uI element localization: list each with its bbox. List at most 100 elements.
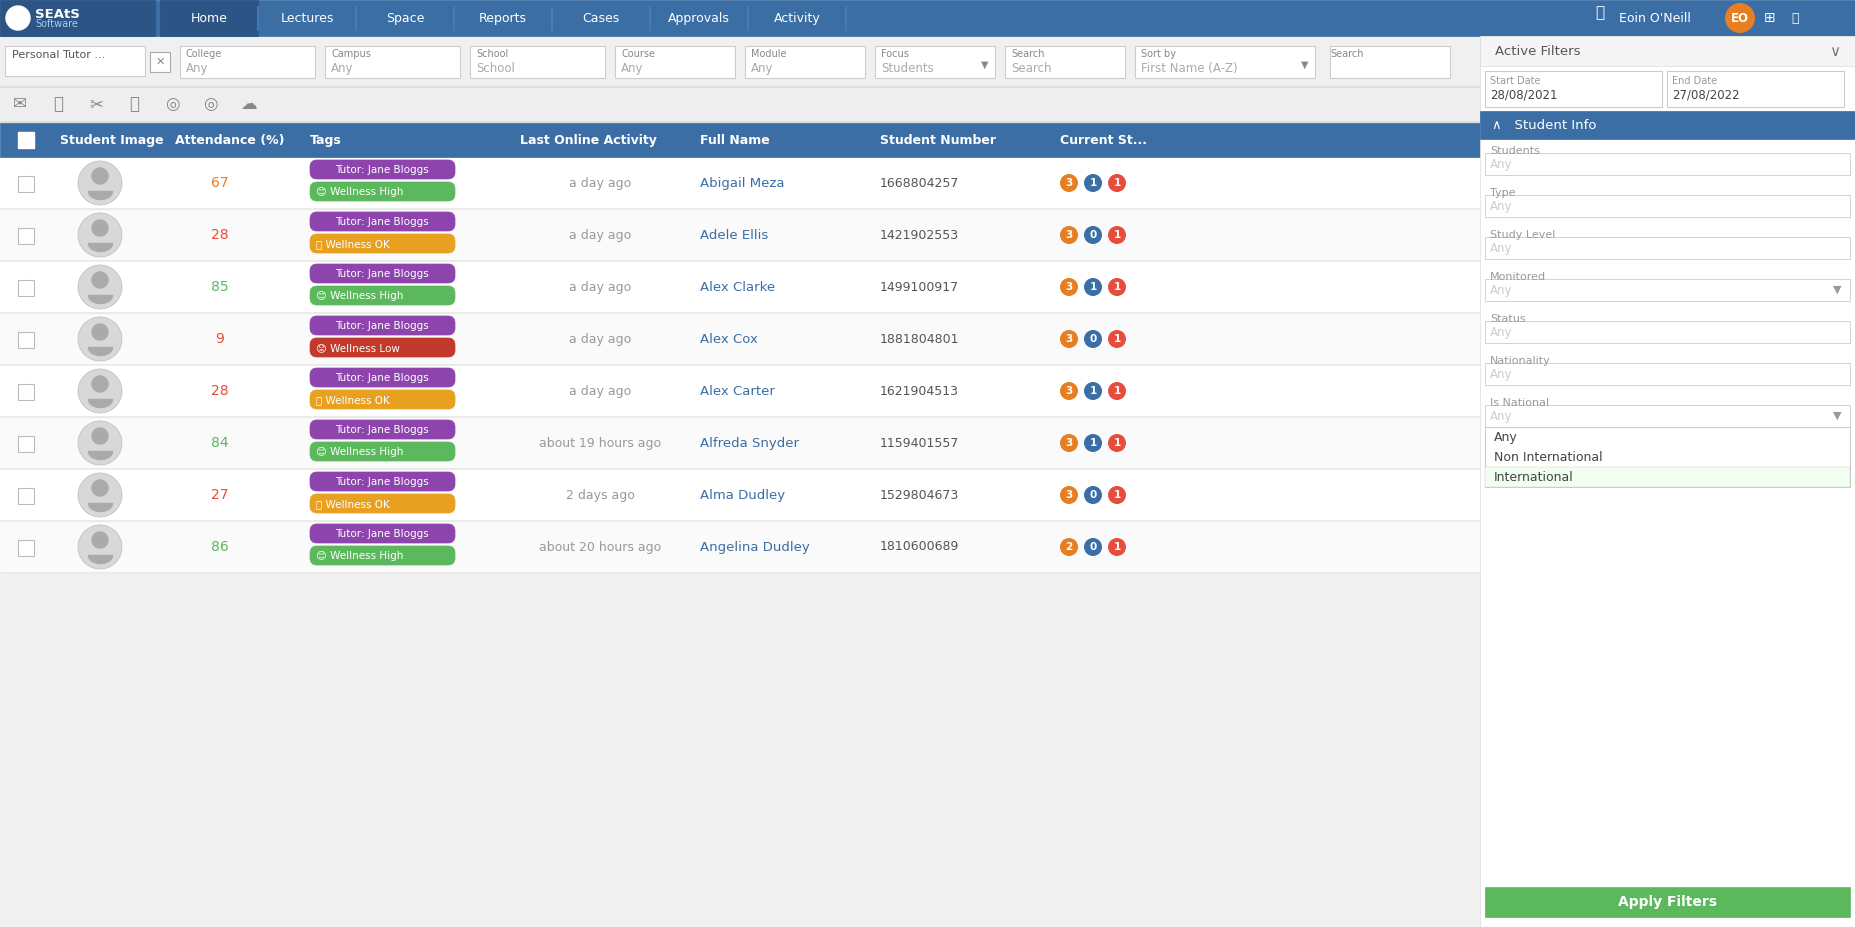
- Text: 3: 3: [1065, 178, 1072, 188]
- Text: ◎: ◎: [202, 95, 217, 113]
- Circle shape: [1059, 382, 1078, 400]
- Bar: [19, 384, 33, 400]
- Text: 3: 3: [1065, 282, 1072, 292]
- Text: ✂: ✂: [89, 95, 102, 113]
- Text: Tutor: Jane Bloggs: Tutor: Jane Bloggs: [336, 477, 429, 487]
- Text: a day ago: a day ago: [569, 281, 631, 294]
- Bar: [1480, 36, 1855, 66]
- Text: 1: 1: [1113, 386, 1120, 396]
- Circle shape: [93, 376, 108, 392]
- Text: 85: 85: [211, 280, 228, 294]
- FancyBboxPatch shape: [310, 442, 454, 461]
- Circle shape: [1083, 278, 1102, 296]
- Circle shape: [78, 161, 122, 205]
- Bar: [0, 157, 1480, 209]
- Text: Space: Space: [386, 11, 425, 24]
- Text: 🗓: 🗓: [54, 95, 63, 113]
- Circle shape: [78, 213, 122, 257]
- Text: Angelina Dudley: Angelina Dudley: [699, 540, 811, 553]
- Bar: [1330, 46, 1451, 78]
- Bar: [0, 469, 1480, 521]
- Text: ✉: ✉: [13, 95, 28, 113]
- Text: 0: 0: [1089, 490, 1096, 500]
- Text: Tags: Tags: [310, 133, 341, 146]
- Bar: [0, 209, 1480, 261]
- Text: Status: Status: [1490, 314, 1525, 324]
- FancyBboxPatch shape: [310, 420, 454, 439]
- Text: Tutor: Jane Bloggs: Tutor: Jane Bloggs: [336, 529, 429, 539]
- Text: Any: Any: [1490, 284, 1512, 297]
- Circle shape: [1107, 278, 1126, 296]
- Text: Tutor: Jane Bloggs: Tutor: Jane Bloggs: [336, 373, 429, 383]
- Text: 27/08/2022: 27/08/2022: [1671, 88, 1740, 101]
- Text: Alfreda Snyder: Alfreda Snyder: [699, 437, 800, 450]
- Text: 1: 1: [1113, 542, 1120, 552]
- Bar: [746, 46, 864, 78]
- Text: 3: 3: [1065, 386, 1072, 396]
- Text: 28: 28: [211, 228, 228, 242]
- Bar: [19, 280, 33, 296]
- Bar: [180, 46, 315, 78]
- Text: Campus: Campus: [330, 49, 371, 59]
- Bar: [1486, 237, 1849, 259]
- Text: Course: Course: [621, 49, 655, 59]
- Text: Any: Any: [1490, 367, 1512, 380]
- Text: Any: Any: [1493, 430, 1517, 443]
- Text: 🙂 Wellness OK: 🙂 Wellness OK: [315, 239, 390, 249]
- Text: Any: Any: [186, 61, 208, 74]
- FancyBboxPatch shape: [310, 390, 454, 409]
- Text: Start Date: Start Date: [1490, 76, 1540, 86]
- Bar: [19, 176, 33, 192]
- Text: Cases: Cases: [582, 11, 620, 24]
- Text: about 19 hours ago: about 19 hours ago: [540, 437, 660, 450]
- Circle shape: [1059, 278, 1078, 296]
- Text: Module: Module: [751, 49, 787, 59]
- Circle shape: [1725, 3, 1755, 33]
- Text: 3: 3: [1065, 230, 1072, 240]
- Text: Any: Any: [1490, 199, 1512, 212]
- Text: Current St...: Current St...: [1059, 133, 1146, 146]
- Circle shape: [1059, 538, 1078, 556]
- Bar: [0, 365, 1480, 417]
- Bar: [19, 228, 33, 244]
- Bar: [1486, 427, 1849, 487]
- Bar: [0, 417, 1480, 469]
- Text: 0: 0: [1089, 542, 1096, 552]
- FancyBboxPatch shape: [310, 286, 454, 305]
- Text: 28: 28: [211, 384, 228, 398]
- Text: 🔔: 🔔: [1792, 11, 1799, 24]
- Bar: [19, 488, 33, 504]
- Text: 1621904513: 1621904513: [879, 385, 959, 398]
- Text: 3: 3: [1065, 438, 1072, 448]
- Text: 1: 1: [1113, 178, 1120, 188]
- FancyBboxPatch shape: [310, 546, 454, 565]
- Text: about 20 hours ago: about 20 hours ago: [538, 540, 660, 553]
- Circle shape: [1059, 434, 1078, 452]
- FancyBboxPatch shape: [310, 264, 454, 283]
- Circle shape: [1059, 330, 1078, 348]
- Bar: [1668, 71, 1844, 107]
- Text: Any: Any: [751, 61, 774, 74]
- Circle shape: [1107, 382, 1126, 400]
- Circle shape: [93, 168, 108, 184]
- Text: 1: 1: [1089, 178, 1096, 188]
- Circle shape: [93, 220, 108, 236]
- Bar: [0, 313, 1480, 365]
- Text: Tutor: Jane Bloggs: Tutor: Jane Bloggs: [336, 165, 429, 175]
- Bar: [1486, 195, 1849, 217]
- Text: Nationality: Nationality: [1490, 356, 1551, 366]
- Text: 0: 0: [1089, 334, 1096, 344]
- Text: 1421902553: 1421902553: [879, 228, 959, 242]
- Text: ∨: ∨: [1829, 44, 1840, 58]
- Text: Any: Any: [330, 61, 354, 74]
- Text: International: International: [1493, 471, 1573, 484]
- Bar: [0, 123, 1480, 157]
- Text: Tutor: Jane Bloggs: Tutor: Jane Bloggs: [336, 425, 429, 435]
- Text: Last Online Activity: Last Online Activity: [519, 133, 657, 146]
- Text: 1: 1: [1089, 282, 1096, 292]
- Circle shape: [1107, 174, 1126, 192]
- Text: ∧   Student Info: ∧ Student Info: [1491, 119, 1597, 132]
- Circle shape: [1059, 486, 1078, 504]
- Text: 67: 67: [211, 176, 228, 190]
- Bar: [1486, 405, 1849, 427]
